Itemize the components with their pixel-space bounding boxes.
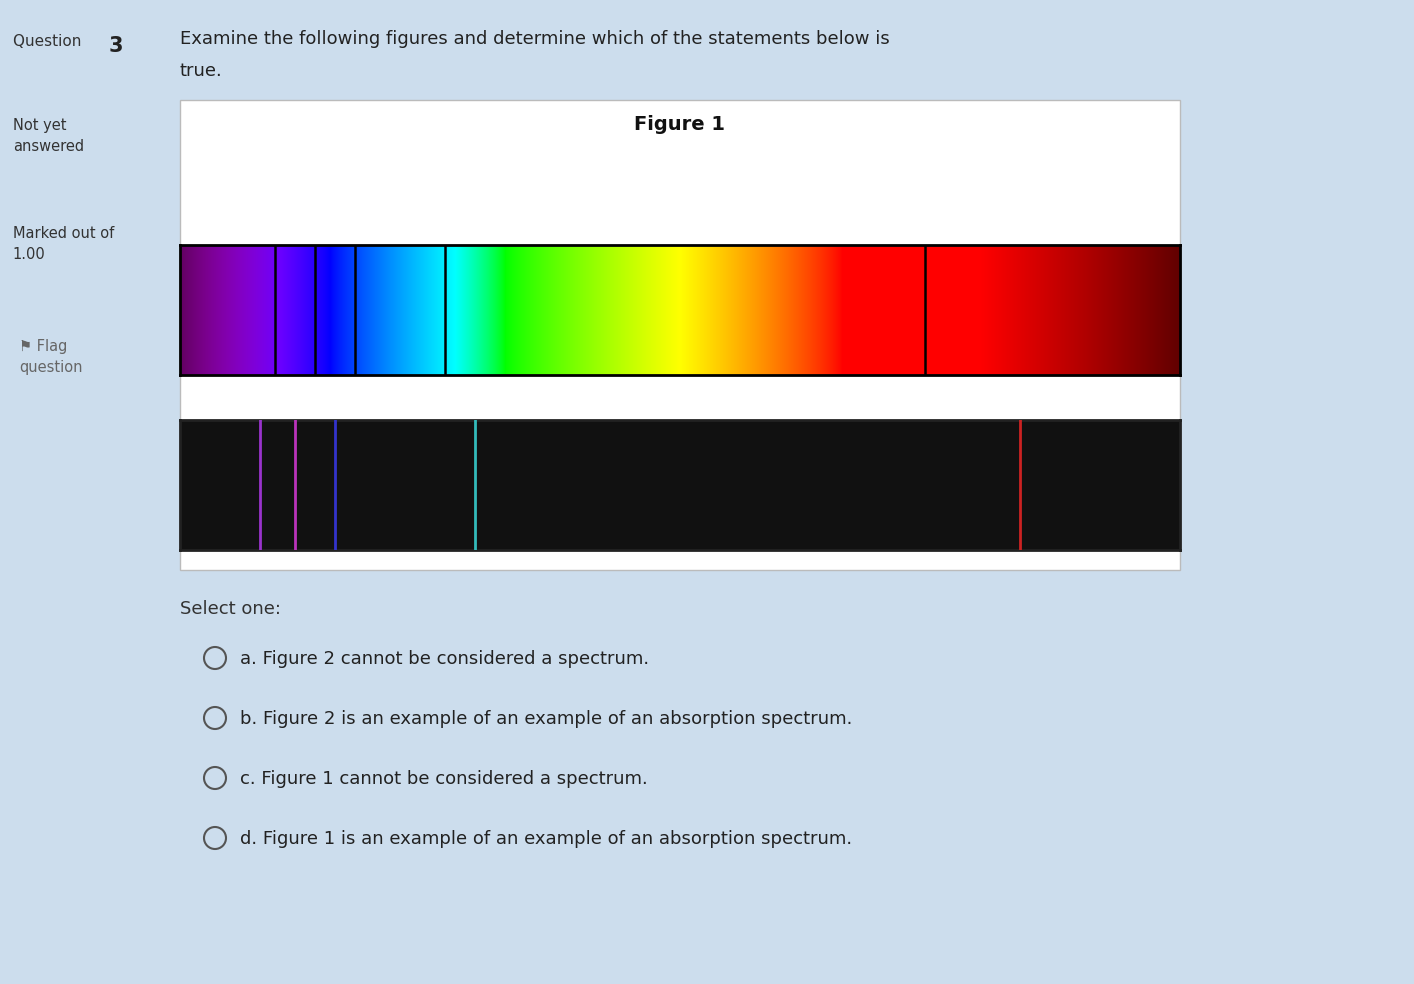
Text: Not yet
answered: Not yet answered [13,118,83,154]
Text: Figure 1: Figure 1 [635,115,725,134]
Text: Select one:: Select one: [180,600,281,618]
Bar [180,100,1181,570]
Text: Examine the following figures and determine which of the statements below is: Examine the following figures and determ… [180,30,889,48]
Text: Marked out of
1.00: Marked out of 1.00 [13,226,115,263]
Text: d. Figure 1 is an example of an example of an absorption spectrum.: d. Figure 1 is an example of an example … [240,830,853,848]
Text: Question: Question [13,34,86,49]
Text: c. Figure 1 cannot be considered a spectrum.: c. Figure 1 cannot be considered a spect… [240,770,648,788]
Text: ⚑ Flag
question: ⚑ Flag question [20,339,82,376]
Text: b. Figure 2 is an example of an example of an absorption spectrum.: b. Figure 2 is an example of an example … [240,710,853,728]
Text: 3: 3 [109,36,123,56]
Text: a. Figure 2 cannot be considered a spectrum.: a. Figure 2 cannot be considered a spect… [240,650,649,668]
Text: Figure 2: Figure 2 [635,290,725,309]
Text: true.: true. [180,62,223,80]
